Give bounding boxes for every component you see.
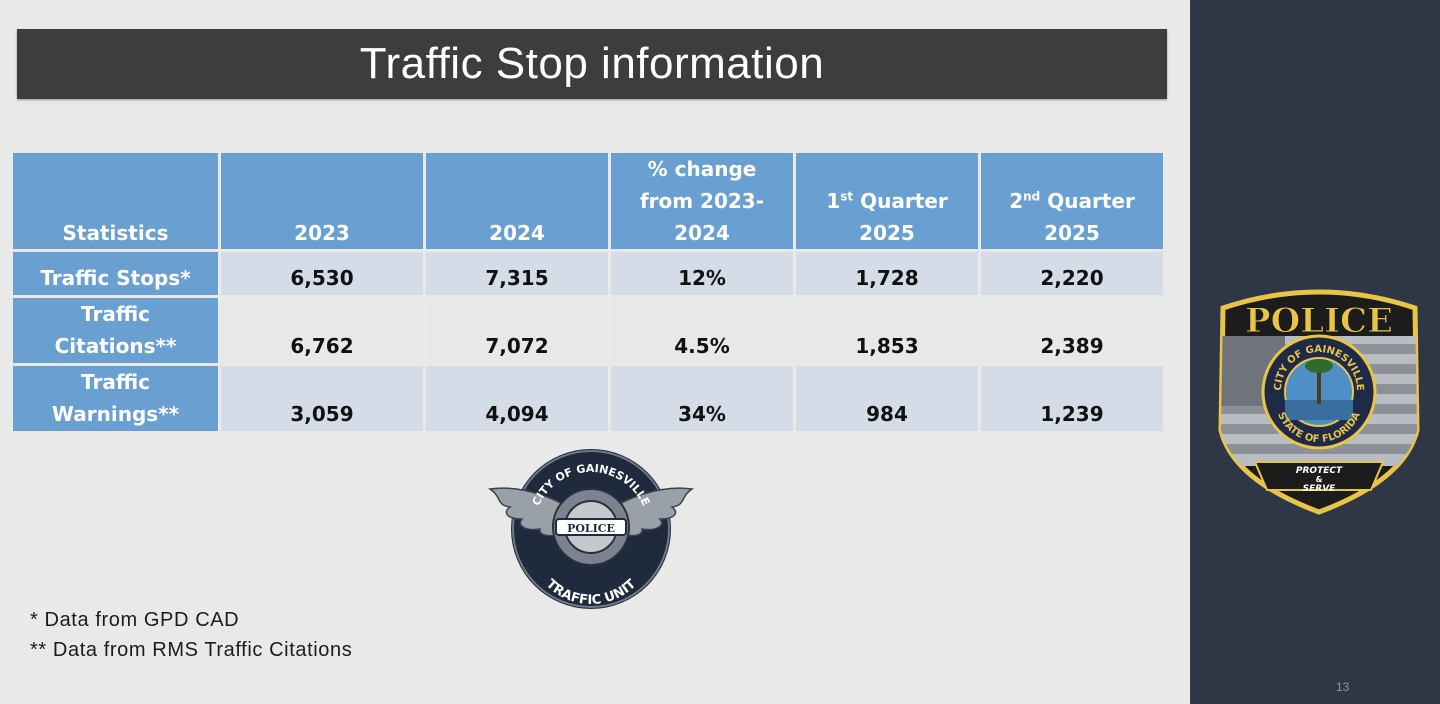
cell-q1-2025: 984 (796, 366, 978, 431)
header-statistics: Statistics (13, 153, 218, 249)
page-number: 13 (1336, 680, 1350, 694)
row-label: Traffic Citations** (13, 298, 218, 363)
palm-leaves-icon (1305, 359, 1333, 373)
row-label: Traffic Stops* (13, 252, 218, 295)
table-row: Traffic Citations** 6,762 7,072 4.5% 1,85… (13, 298, 1163, 363)
motto-line: PROTECT (1296, 466, 1343, 476)
table-row: Traffic Stops* 6,530 7,315 12% 1,728 2,2… (13, 252, 1163, 295)
cell-q1-2025: 1,728 (796, 252, 978, 295)
logo-outer-border (512, 450, 670, 608)
header-q1-2025: 1st Quarter 2025 (796, 153, 978, 249)
title-bar: Traffic Stop information (17, 29, 1167, 99)
cell-2023: 6,762 (221, 298, 423, 363)
cell-2024: 7,072 (426, 298, 608, 363)
cell-pct-change: 12% (611, 252, 793, 295)
cell-q1-2025: 1,853 (796, 298, 978, 363)
slide-title: Traffic Stop information (359, 39, 825, 88)
cell-2023: 3,059 (221, 366, 423, 431)
cell-2024: 4,094 (426, 366, 608, 431)
cell-pct-change: 34% (611, 366, 793, 431)
table-header-row: Statistics 2023 2024 % change from 2023-… (13, 153, 1163, 249)
statistics-table: Statistics 2023 2024 % change from 2023-… (10, 150, 1166, 434)
cell-q2-2025: 1,239 (981, 366, 1163, 431)
header-q2-2025: 2nd Quarter 2025 (981, 153, 1163, 249)
seal-water (1285, 400, 1353, 420)
police-badge: POLICE CITY OF GAINESVILLE STATE OF FLOR… (1218, 289, 1420, 515)
header-2023: 2023 (221, 153, 423, 249)
motto-line: SERVE (1303, 484, 1337, 494)
motto-line: & (1316, 475, 1323, 484)
slide: Traffic Stop information Statistics 2023… (10, 29, 1167, 665)
header-pct-change: % change from 2023- 2024 (611, 153, 793, 249)
table-row: Traffic Warnings** 3,059 4,094 34% 984 1,… (13, 366, 1163, 431)
cell-2024: 7,315 (426, 252, 608, 295)
logo-center-text: POLICE (567, 522, 615, 535)
cell-pct-change: 4.5% (611, 298, 793, 363)
row-label: Traffic Warnings** (13, 366, 218, 431)
footnote: * Data from GPD CAD (30, 609, 240, 631)
cell-2023: 6,530 (221, 252, 423, 295)
police-plate (555, 518, 627, 536)
cell-q2-2025: 2,389 (981, 298, 1163, 363)
footnotes: * Data from GPD CAD ** Data from RMS Tra… (30, 605, 352, 665)
motto-banner (1253, 461, 1385, 491)
cell-q2-2025: 2,220 (981, 252, 1163, 295)
traffic-unit-logo: POLICE CITY OF GAINESVILLE TRAFFIC UNIT (488, 449, 694, 609)
badge-header: POLICE (1245, 301, 1393, 341)
header-2024: 2024 (426, 153, 608, 249)
footnote: ** Data from RMS Traffic Citations (30, 639, 353, 661)
